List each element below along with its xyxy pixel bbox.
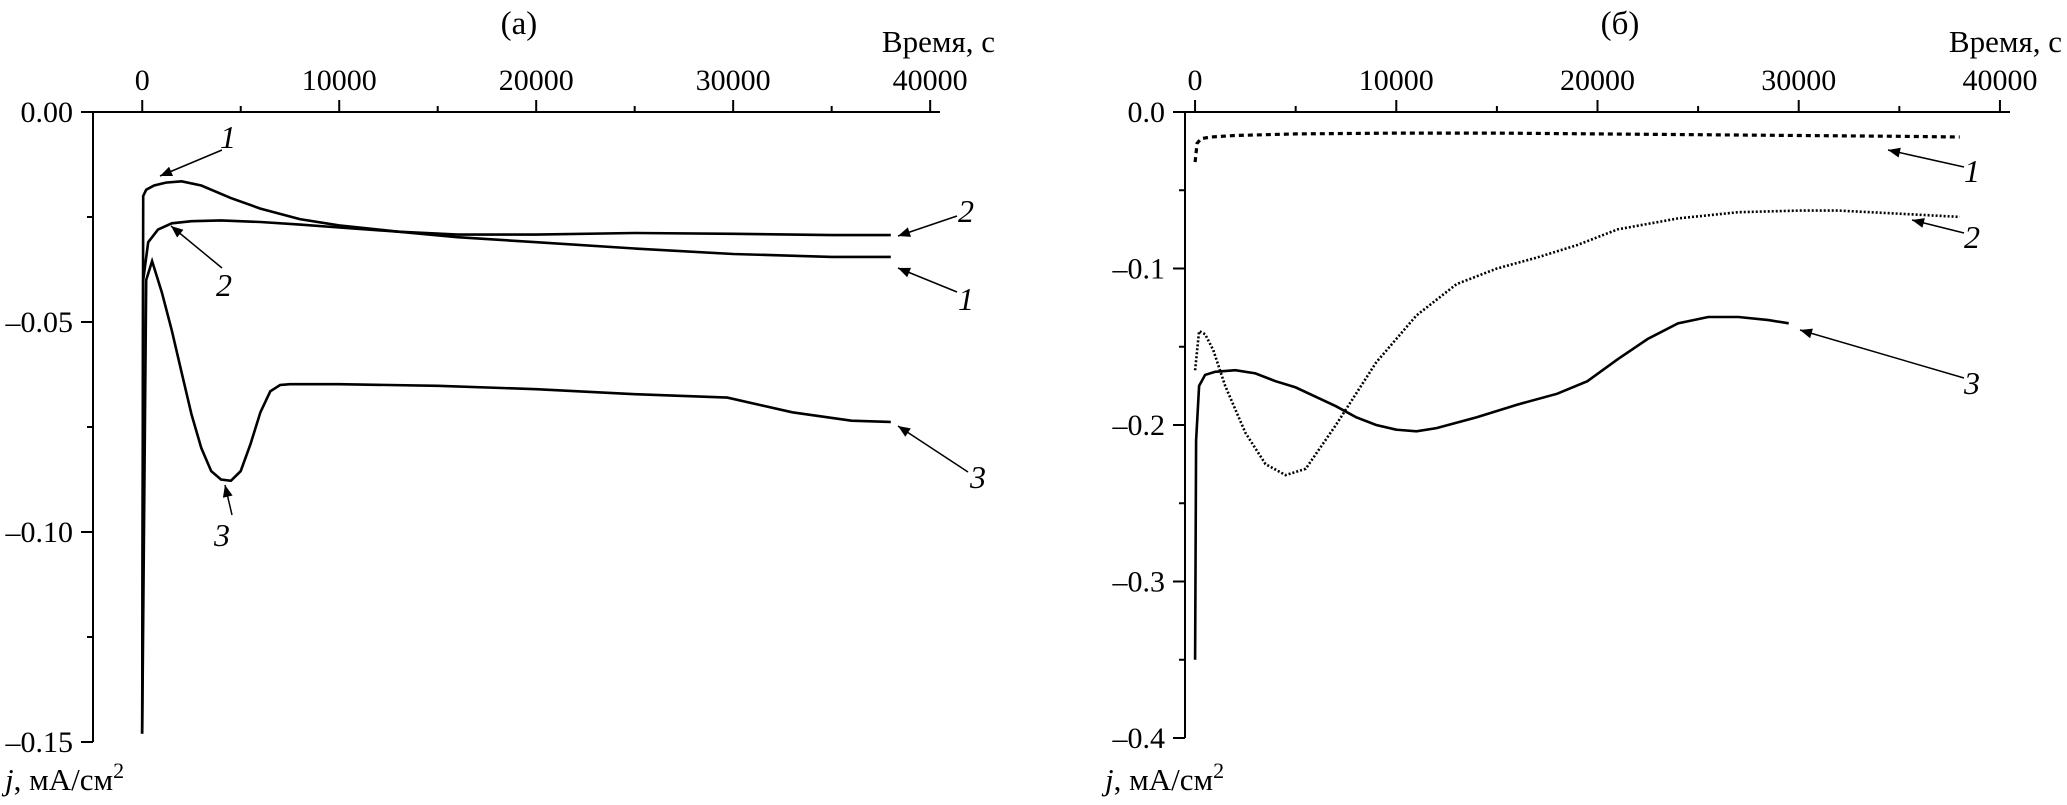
panel-label: (a)	[501, 6, 538, 42]
x-tick-label: 40000	[893, 64, 968, 97]
curve-label-2: 2	[958, 193, 974, 229]
y-axis-title: j, мА/см2	[1, 758, 124, 798]
series-2-line	[1193, 209, 1960, 477]
y-tick-label: 0.0	[1128, 96, 1166, 129]
series-3-line	[140, 256, 891, 734]
series-2-line	[140, 219, 891, 734]
y-tick-label: –0.1	[1112, 253, 1166, 286]
y-tick-label: –0.3	[1112, 566, 1166, 599]
x-tick-label: 30000	[1761, 64, 1836, 97]
curve-label-leader	[897, 425, 969, 473]
curve-label-1: 1	[220, 119, 236, 155]
y-tick-label: –0.05	[5, 306, 74, 339]
x-tick-label: 20000	[1560, 64, 1635, 97]
y-axis-title: j, мА/см2	[1101, 758, 1224, 798]
x-tick-label: 10000	[302, 64, 377, 97]
x-tick-label: 10000	[1359, 64, 1434, 97]
x-tick-label: 0	[1188, 64, 1203, 97]
arrowhead	[1800, 328, 1813, 339]
x-tick-label: 30000	[696, 64, 771, 97]
y-tick-label: 0.00	[21, 96, 74, 129]
curve-label-3: 3	[1963, 365, 1980, 401]
arrowhead	[1888, 147, 1901, 158]
x-axis-title: Время, с	[882, 24, 995, 59]
x-tick-label: 0	[135, 64, 150, 97]
arrowhead	[898, 426, 911, 437]
curve-label-2: 2	[1964, 219, 1980, 255]
curve-label-1: 1	[1964, 153, 1980, 189]
arrowhead	[222, 485, 233, 498]
arrowhead	[160, 166, 173, 176]
arrowhead	[171, 226, 184, 238]
curve-label-2: 2	[216, 267, 232, 303]
series-1-line	[1193, 131, 1960, 163]
x-axis-title: Время, с	[1949, 24, 2062, 59]
x-tick-label: 20000	[499, 64, 574, 97]
series-3-line	[1193, 315, 1789, 660]
arrowhead	[898, 227, 911, 237]
panel-a: 0 10000 20000 30000 40000 0.00 –0.05 –0.10 –0.15…	[1, 6, 995, 797]
curve-label-3: 3	[213, 517, 230, 553]
curve-label-1: 1	[958, 281, 974, 317]
curve-label-3: 3	[969, 459, 986, 495]
curve-label-leader	[1887, 149, 1965, 168]
y-tick-label: –0.10	[5, 516, 74, 549]
y-tick-label: –0.4	[1112, 722, 1166, 755]
arrowhead	[898, 267, 911, 278]
y-tick-label: –0.15	[5, 726, 74, 759]
x-tick-label: 40000	[1962, 64, 2037, 97]
series-1-line	[140, 179, 891, 734]
arrowhead	[1912, 218, 1925, 228]
panel-label: (б)	[1601, 6, 1640, 42]
y-tick-label: –0.2	[1112, 409, 1166, 442]
panel-b: 0 10000 20000 30000 40000 0.0 –0.1 –0.2 –0.3 –0.4…	[1101, 6, 2062, 797]
curve-label-leader	[1799, 329, 1965, 379]
